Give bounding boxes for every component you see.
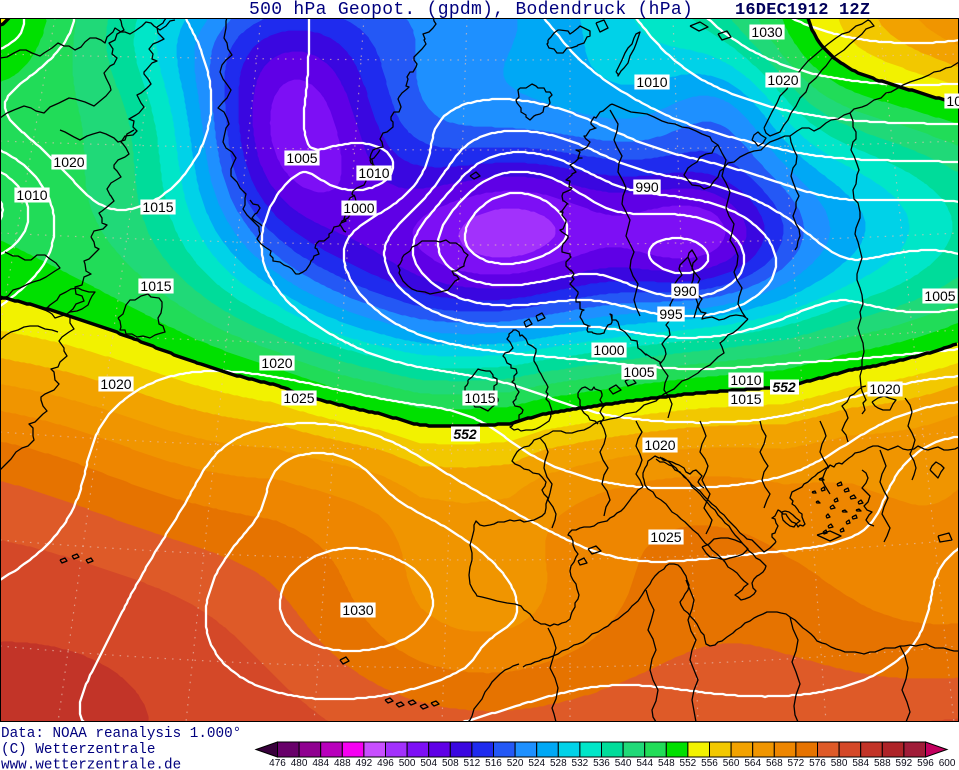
svg-text:552: 552	[680, 758, 697, 769]
svg-text:1020: 1020	[100, 376, 131, 392]
svg-text:596: 596	[917, 758, 934, 769]
svg-text:536: 536	[593, 758, 610, 769]
svg-text:476: 476	[269, 758, 286, 769]
svg-text:548: 548	[658, 758, 675, 769]
svg-text:552: 552	[772, 379, 796, 395]
svg-text:1020: 1020	[261, 355, 292, 371]
svg-text:552: 552	[453, 426, 477, 442]
svg-text:1025: 1025	[650, 529, 681, 545]
svg-text:500 hPa Geopot. (gpdm), Bodend: 500 hPa Geopot. (gpdm), Bodendruck (hPa)	[249, 0, 693, 20]
svg-text:1010: 1010	[16, 187, 47, 203]
svg-text:484: 484	[312, 758, 329, 769]
svg-text:544: 544	[636, 758, 653, 769]
svg-text:1000: 1000	[593, 342, 624, 358]
svg-text:516: 516	[485, 758, 502, 769]
svg-text:576: 576	[809, 758, 826, 769]
svg-text:1025: 1025	[283, 390, 314, 406]
svg-text:480: 480	[291, 758, 308, 769]
svg-text:588: 588	[874, 758, 891, 769]
svg-text:Data: NOAA reanalysis 1.000°: Data: NOAA reanalysis 1.000°	[1, 726, 241, 742]
svg-text:1005: 1005	[286, 150, 317, 166]
svg-text:1015: 1015	[142, 199, 173, 215]
svg-text:600: 600	[939, 758, 956, 769]
svg-text:(C) Wetterzentrale: (C) Wetterzentrale	[1, 742, 155, 758]
svg-text:528: 528	[550, 758, 567, 769]
svg-text:568: 568	[766, 758, 783, 769]
svg-text:492: 492	[356, 758, 373, 769]
svg-text:1010: 1010	[636, 74, 667, 90]
svg-text:1000: 1000	[343, 200, 374, 216]
svg-text:508: 508	[442, 758, 459, 769]
svg-text:1005: 1005	[623, 364, 654, 380]
svg-text:532: 532	[572, 758, 589, 769]
svg-text:995: 995	[659, 306, 683, 322]
svg-text:592: 592	[896, 758, 913, 769]
svg-text:1010: 1010	[946, 93, 959, 109]
svg-text:1030: 1030	[342, 602, 373, 618]
svg-text:990: 990	[635, 179, 659, 195]
svg-text:496: 496	[377, 758, 394, 769]
svg-text:16DEC1912 12Z: 16DEC1912 12Z	[735, 1, 870, 20]
svg-text:488: 488	[334, 758, 351, 769]
svg-text:524: 524	[528, 758, 545, 769]
svg-text:www.wetterzentrale.de: www.wetterzentrale.de	[1, 758, 181, 770]
svg-text:564: 564	[744, 758, 761, 769]
svg-text:504: 504	[420, 758, 437, 769]
svg-text:1030: 1030	[751, 24, 782, 40]
svg-text:1010: 1010	[358, 165, 389, 181]
svg-text:1020: 1020	[644, 437, 675, 453]
svg-text:1015: 1015	[140, 278, 171, 294]
svg-text:990: 990	[673, 283, 697, 299]
svg-text:560: 560	[723, 758, 740, 769]
svg-text:1020: 1020	[767, 72, 798, 88]
svg-text:512: 512	[464, 758, 481, 769]
svg-text:1010: 1010	[730, 372, 761, 388]
svg-text:1015: 1015	[730, 391, 761, 407]
svg-text:556: 556	[701, 758, 718, 769]
svg-text:1015: 1015	[464, 390, 495, 406]
svg-text:1020: 1020	[53, 154, 84, 170]
svg-text:580: 580	[831, 758, 848, 769]
svg-text:540: 540	[615, 758, 632, 769]
svg-text:500: 500	[399, 758, 416, 769]
svg-text:572: 572	[788, 758, 805, 769]
svg-text:520: 520	[507, 758, 524, 769]
svg-text:584: 584	[852, 758, 869, 769]
svg-text:1020: 1020	[869, 381, 900, 397]
svg-text:1005: 1005	[924, 288, 955, 304]
